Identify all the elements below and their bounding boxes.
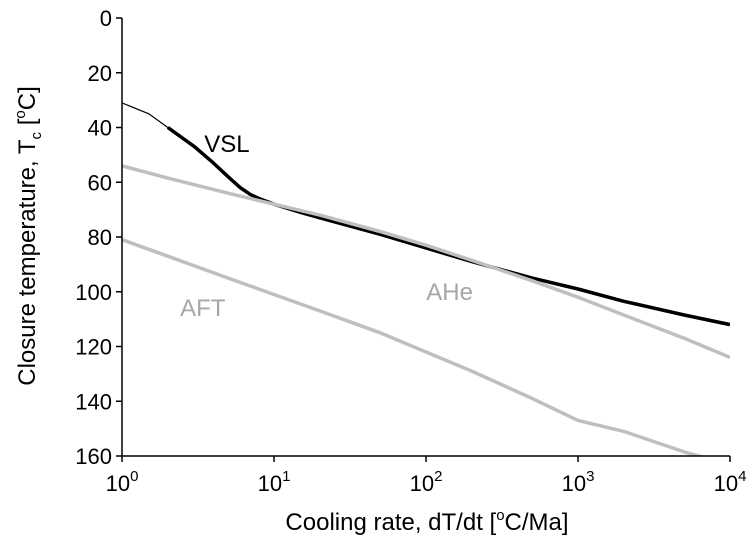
series-line-vsl xyxy=(166,126,730,327)
labels-layer: VSL AHe AFT xyxy=(180,131,473,322)
y-tick-label: 60 xyxy=(88,170,112,195)
series-layer xyxy=(122,102,730,456)
y-axis-title: Closure temperature, Tc [oC] xyxy=(12,86,45,386)
x-tick-label: 104 xyxy=(714,468,747,496)
y-tick-label: 0 xyxy=(100,6,112,31)
x-tick-label: 103 xyxy=(562,468,595,496)
x-axis-title: Cooling rate, dT/dt [oC/Ma] xyxy=(285,507,568,536)
x-tick-label: 100 xyxy=(106,468,139,496)
x-tick-label: 102 xyxy=(410,468,443,496)
y-tick-label: 80 xyxy=(88,225,112,250)
y-tick-label: 140 xyxy=(75,389,112,414)
series-line-ahe xyxy=(122,164,730,360)
series-label-ahe: AHe xyxy=(426,279,473,306)
y-tick-label: 20 xyxy=(88,61,112,86)
x-tick-label: 101 xyxy=(258,468,291,496)
y-tick-label: 100 xyxy=(75,280,112,305)
series-label-vsl: VSL xyxy=(204,131,249,158)
series-line-aft xyxy=(122,238,706,456)
y-tick-label: 120 xyxy=(75,335,112,360)
series-label-aft: AFT xyxy=(180,295,226,322)
y-tick-label: 40 xyxy=(88,116,112,141)
series-line-vsl-thin xyxy=(122,102,169,128)
y-tick-label: 160 xyxy=(75,444,112,469)
